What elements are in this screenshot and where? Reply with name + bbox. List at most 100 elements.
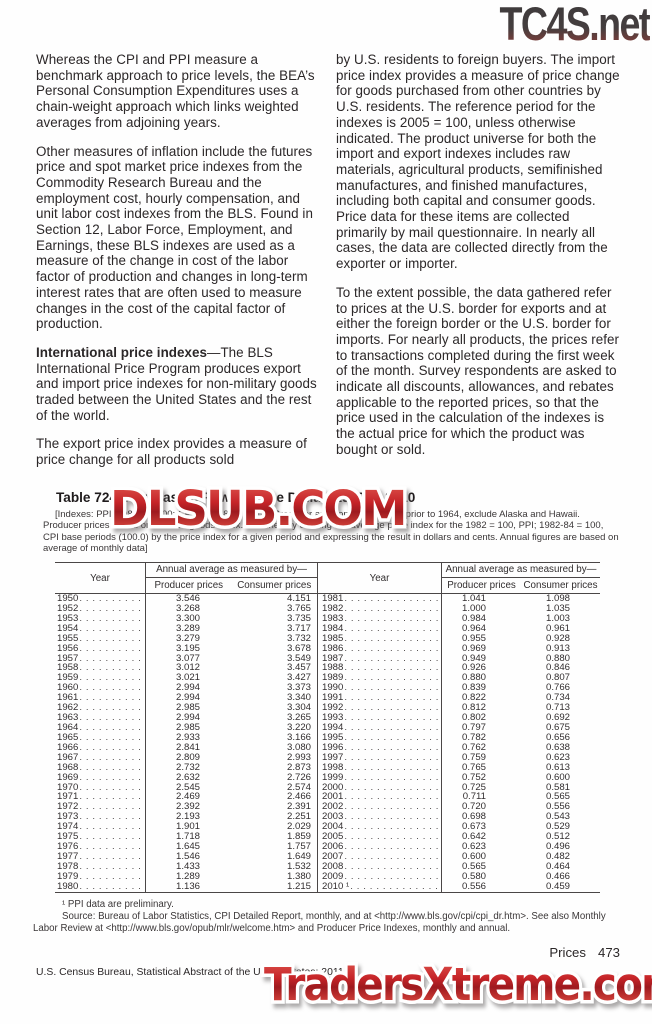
table-title: Table 724. Purchasing Power of the Dolla… bbox=[56, 490, 416, 505]
value-cell: 0.600 bbox=[545, 772, 570, 783]
year-cell: 1987 bbox=[318, 653, 442, 664]
value-cell: 3.732 bbox=[232, 633, 318, 644]
year-cell: 1992 bbox=[318, 703, 442, 714]
column-header-year-right: Year bbox=[318, 563, 442, 593]
value-cell: 2.933 bbox=[175, 732, 200, 743]
value-cell: 2.994 bbox=[175, 713, 200, 723]
year-cell: 1961 bbox=[55, 693, 146, 704]
value-cell: 0.782 bbox=[461, 732, 486, 743]
year-cell: 1971 bbox=[55, 792, 146, 803]
year-cell: 1958 bbox=[55, 663, 146, 674]
year-cell: 1978 bbox=[55, 861, 146, 872]
year-cell: 1997 bbox=[318, 752, 442, 763]
value-cell: 2.632 bbox=[175, 772, 200, 783]
value-cell: 0.949 bbox=[461, 653, 486, 664]
value-cell: 3.166 bbox=[232, 732, 318, 743]
value-cell: 0.613 bbox=[545, 762, 570, 773]
year-cell: 1990 bbox=[318, 683, 442, 694]
year-cell: 1984 bbox=[318, 623, 442, 634]
section-label: Prices bbox=[549, 945, 586, 960]
value-cell: 0.512 bbox=[545, 832, 570, 843]
column-header-producer-left: Producer prices bbox=[154, 580, 224, 591]
year-cell: 1983 bbox=[318, 613, 442, 624]
value-cell: 3.279 bbox=[175, 633, 200, 644]
value-cell: 0.928 bbox=[545, 633, 570, 644]
table-source: Source: Bureau of Labor Statistics, CPI … bbox=[33, 911, 606, 934]
year-cell: 1988 bbox=[318, 663, 442, 674]
table-header: Year Annual average as measured by— Prod… bbox=[55, 563, 600, 594]
value-cell: 3.304 bbox=[232, 703, 318, 714]
value-cell: 2.993 bbox=[232, 752, 318, 763]
value-cell: 2.392 bbox=[175, 802, 200, 813]
value-cell: 0.581 bbox=[545, 782, 570, 793]
value-cell: 1.757 bbox=[232, 842, 318, 852]
value-cell: 0.543 bbox=[545, 812, 570, 823]
value-cell: 3.765 bbox=[232, 603, 318, 614]
value-cell: 0.839 bbox=[461, 683, 486, 694]
value-cell: 1.433 bbox=[175, 861, 200, 872]
value-cell: 1.859 bbox=[232, 832, 318, 843]
year-cell: 2007 bbox=[318, 851, 442, 862]
value-cell: 0.556 bbox=[461, 881, 486, 892]
year-cell: 1963 bbox=[55, 713, 146, 723]
value-cell: 0.580 bbox=[461, 871, 486, 882]
column-group-left: Annual average as measured by— Producer … bbox=[146, 563, 318, 593]
year-cell: 1960 bbox=[55, 683, 146, 694]
value-cell: 1.000 bbox=[461, 603, 486, 614]
value-cell: 1.901 bbox=[175, 822, 200, 833]
value-cell: 0.642 bbox=[461, 832, 486, 843]
value-cell: 0.812 bbox=[461, 703, 486, 714]
value-cell: 1.645 bbox=[175, 842, 200, 852]
value-cell: 0.529 bbox=[545, 822, 570, 833]
value-cell: 0.984 bbox=[461, 613, 486, 624]
value-cell: 0.964 bbox=[461, 623, 486, 634]
value-cell: 3.300 bbox=[175, 613, 200, 624]
value-cell: 1.041 bbox=[461, 594, 486, 604]
census-credit-line: U.S. Census Bureau, Statistical Abstract… bbox=[36, 967, 344, 978]
value-cell: 0.969 bbox=[461, 643, 486, 654]
value-cell: 0.675 bbox=[545, 722, 570, 733]
year-cell: 1975 bbox=[55, 832, 146, 843]
value-cell: 1.380 bbox=[232, 871, 318, 882]
value-cell: 0.734 bbox=[545, 693, 570, 704]
year-cell: 1995 bbox=[318, 732, 442, 743]
value-cell: 2.985 bbox=[175, 722, 200, 733]
value-cell: 3.012 bbox=[175, 663, 200, 674]
year-cell: 1967 bbox=[55, 752, 146, 763]
running-head: Prices 473 bbox=[549, 945, 620, 960]
value-cell: 3.549 bbox=[232, 653, 318, 664]
right-text-column: by U.S. residents to foreign buyers. The… bbox=[336, 52, 623, 471]
value-cell: 0.955 bbox=[461, 633, 486, 644]
year-cell: 1989 bbox=[318, 673, 442, 684]
value-cell: 0.961 bbox=[545, 623, 570, 634]
value-cell: 1.649 bbox=[232, 851, 318, 862]
value-cell: 0.762 bbox=[461, 742, 486, 753]
year-cell: 1955 bbox=[55, 633, 146, 644]
year-cell: 1994 bbox=[318, 722, 442, 733]
value-cell: 0.711 bbox=[462, 792, 486, 803]
year-cell: 1962 bbox=[55, 703, 146, 714]
value-cell: 2.469 bbox=[175, 792, 200, 803]
value-cell: 2.732 bbox=[175, 762, 200, 773]
year-cell: 1954 bbox=[55, 623, 146, 634]
value-cell: 2.985 bbox=[175, 703, 200, 714]
year-cell: 1950 bbox=[55, 594, 146, 604]
year-cell: 1970 bbox=[55, 782, 146, 793]
value-cell: 0.766 bbox=[545, 683, 570, 694]
value-cell: 0.673 bbox=[461, 822, 486, 833]
value-cell: 0.556 bbox=[545, 802, 570, 813]
year-cell: 1980 bbox=[55, 881, 146, 892]
